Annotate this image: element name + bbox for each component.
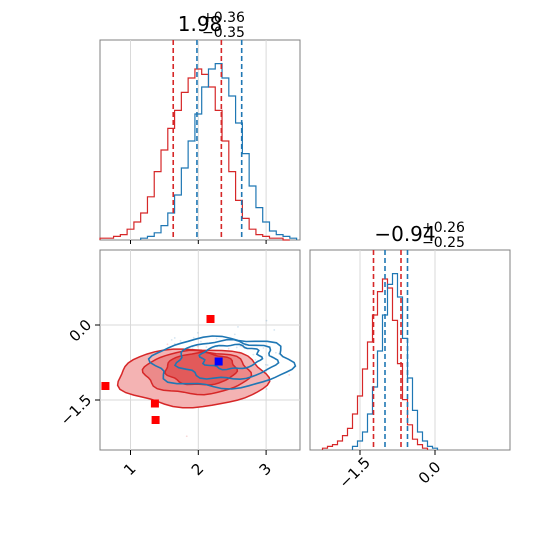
y-tick-label: −1.5 [57,391,95,429]
blue-square-marker [214,357,223,366]
blue-contour [198,343,264,371]
sample-point [192,336,195,339]
joint-markers [101,315,223,424]
blue-contour [147,335,297,390]
x-tick-label: 3 [256,460,275,479]
sample-point [252,353,255,356]
histogram-step-blue [140,63,298,240]
sample-point [266,364,269,366]
joint-x-ticks: 1 2 3 [120,450,275,479]
marginal-y-histograms [321,273,439,450]
sample-point [173,337,176,339]
sample-point [199,340,202,343]
joint-blue-contours [147,335,297,390]
sample-point [227,347,230,350]
joint-panel: 1 2 3 0.0 −1.5 [57,249,301,479]
marginal-x-gridlines [130,40,267,244]
sample-point [179,339,182,342]
marginal-y-title: −0.94 [374,222,435,246]
sample-point [196,331,199,334]
y-tick-label: 0.0 [66,316,96,346]
sample-point [262,347,265,349]
x-tick-label: −1.5 [335,453,373,491]
red-square-marker [101,382,110,390]
marginal-x-panel: 1.98 +0.36 −0.35 [99,10,301,244]
histogram-step-red [321,278,429,450]
red-square-marker [150,399,159,408]
sample-point [235,346,238,349]
sample-point [196,345,199,348]
marginal-x-quantile-lines [172,40,243,240]
sample-point [185,435,188,438]
histogram-step-blue [351,273,439,450]
sample-point [274,351,277,354]
joint-y-ticks: 0.0 −1.5 [57,316,100,429]
marginal-x-histograms [99,63,298,241]
marginal-y-panel: −1.5 0.0 −0.94 +0.26 −0.25 [309,220,511,492]
marginal-y-title-main: −0.94 [374,222,435,246]
sample-point [265,388,268,390]
x-tick-label: 2 [188,460,207,479]
sample-point [237,325,239,328]
sample-point [288,373,291,376]
marginal-y-title-sub: −0.25 [422,235,465,251]
marginal-y-x-ticks: −1.5 0.0 [335,450,445,492]
marginal-y-gridlines [359,250,436,450]
sample-point [205,346,208,348]
x-tick-label: 0.0 [415,458,445,488]
joint-red-contours [116,348,271,409]
marginal-y-quantile-lines [372,250,409,450]
sample-point [170,339,173,341]
sample-point [215,337,218,340]
marginal-y-title-sup: +0.26 [422,220,465,236]
sample-point [273,329,276,331]
histogram-step-red [99,68,290,241]
marginal-x-title: 1.98 [178,12,223,36]
sample-point [233,333,236,336]
sample-point [265,319,268,322]
marginal-x-title-sup: +0.36 [202,10,245,26]
sample-point [166,343,169,346]
red-square-marker [206,315,215,323]
sample-point [191,347,194,350]
marginal-x-title-main: 1.98 [178,12,223,36]
sample-point [264,363,267,366]
red-square-marker [151,416,160,424]
x-tick-label: 1 [120,460,139,479]
blue-contour [173,338,280,381]
marginal-x-title-sub: −0.35 [202,25,245,41]
sample-point [254,358,257,361]
